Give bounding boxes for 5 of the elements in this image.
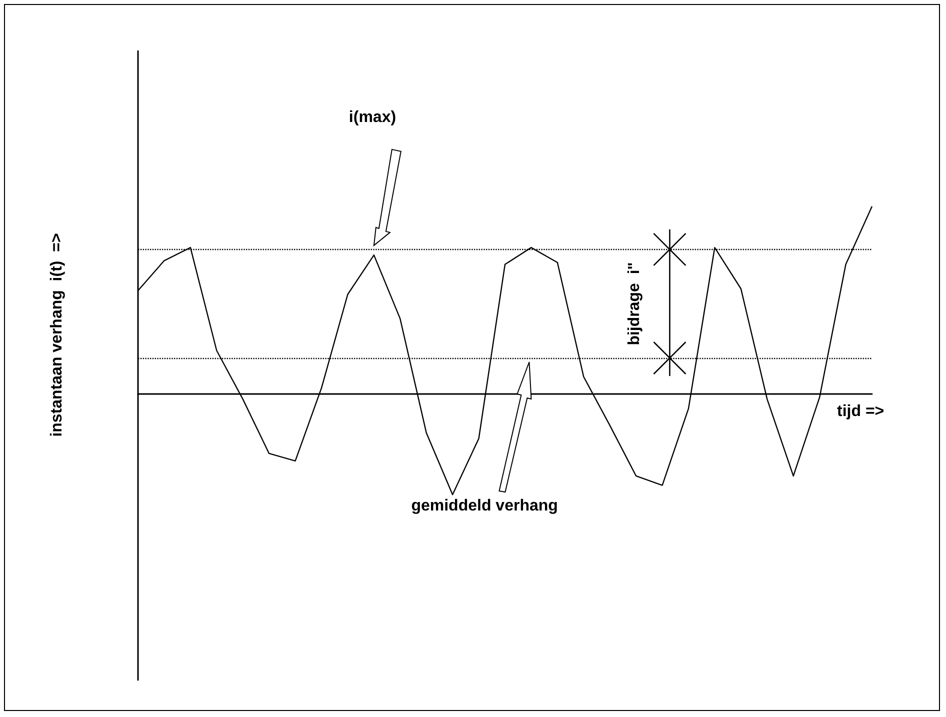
annotation: bijdrage i" [626, 262, 644, 346]
x-axis-title: tijd => [837, 403, 884, 420]
text: i(max) [348, 108, 396, 126]
y-axis-title: instantaan verhang i(t) => [48, 233, 66, 437]
text: gemiddeld verhang [411, 498, 558, 515]
